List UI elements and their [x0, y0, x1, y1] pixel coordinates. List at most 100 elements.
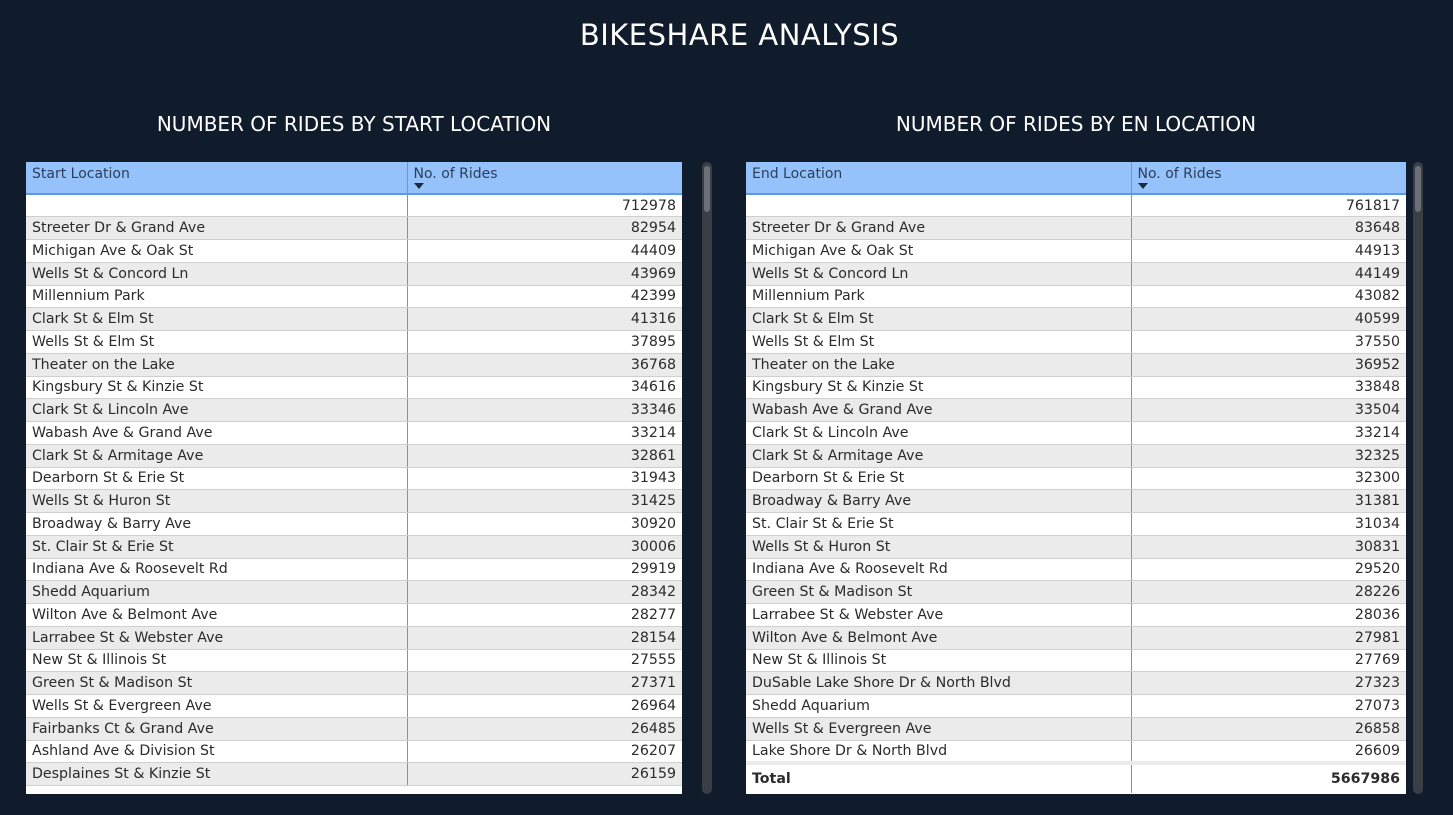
sort-descending-icon[interactable] — [1137, 183, 1148, 189]
table-row[interactable]: Michigan Ave & Oak St 44913 — [746, 239, 1406, 263]
table-row[interactable]: Dearborn St & Erie St 32300 — [746, 467, 1406, 491]
rides-cell: 28154 — [407, 626, 682, 650]
total-label: Total — [746, 760, 1132, 793]
table-row[interactable]: Theater on the Lake 36768 — [26, 353, 682, 377]
end-location-table-title: NUMBER OF RIDES BY EN LOCATION — [895, 112, 1257, 136]
table-row[interactable]: Theater on the Lake 36952 — [746, 353, 1406, 377]
table-row[interactable]: Lake Shore Dr & North Blvd 26609 — [746, 740, 1406, 764]
table-row[interactable]: Wabash Ave & Grand Ave 33214 — [26, 421, 682, 445]
end-location-table[interactable]: End Location No. of Rides 761817 Streeter… — [746, 162, 1406, 794]
table-row[interactable]: Wells St & Evergreen Ave 26858 — [746, 717, 1406, 741]
table-row[interactable]: Fairbanks Ct & Grand Ave 26485 — [26, 717, 682, 741]
table-row[interactable]: Dearborn St & Erie St 31943 — [26, 467, 682, 491]
table-row[interactable]: Streeter Dr & Grand Ave 83648 — [746, 216, 1406, 240]
table-row[interactable]: Millennium Park 42399 — [26, 285, 682, 309]
end-location-column-header[interactable]: End Location — [746, 162, 1132, 195]
start-location-column-header[interactable]: Start Location — [26, 162, 408, 195]
rides-cell: 27371 — [407, 671, 682, 695]
table-row[interactable]: Wells St & Concord Ln 43969 — [26, 262, 682, 286]
table-row[interactable]: Clark St & Elm St 40599 — [746, 307, 1406, 331]
table-row[interactable]: Clark St & Lincoln Ave 33346 — [26, 398, 682, 422]
table-row[interactable]: St. Clair St & Erie St 31034 — [746, 512, 1406, 536]
table-row[interactable]: Larrabee St & Webster Ave 28154 — [26, 626, 682, 650]
table-row[interactable]: Wilton Ave & Belmont Ave 27981 — [746, 626, 1406, 650]
end-table-scrollbar[interactable] — [1413, 162, 1423, 794]
start-table-scrollbar[interactable] — [702, 162, 712, 794]
table-row[interactable]: Wilton Ave & Belmont Ave 28277 — [26, 603, 682, 627]
location-cell: Clark St & Armitage Ave — [26, 444, 408, 468]
table-row[interactable]: Broadway & Barry Ave 30920 — [26, 512, 682, 536]
end-rides-column-header[interactable]: No. of Rides — [1131, 162, 1406, 195]
table-row[interactable]: Millennium Park 43082 — [746, 285, 1406, 309]
table-row[interactable]: Desplaines St & Kinzie St 26159 — [26, 762, 682, 786]
table-row[interactable]: St. Clair St & Erie St 30006 — [26, 535, 682, 559]
scroll-thumb[interactable] — [704, 166, 710, 212]
table-row[interactable]: Wells St & Concord Ln 44149 — [746, 262, 1406, 286]
table-row[interactable]: Green St & Madison St 27371 — [26, 671, 682, 695]
location-cell: Ashland Ave & Division St — [26, 740, 408, 764]
table-row[interactable]: Wabash Ave & Grand Ave 33504 — [746, 398, 1406, 422]
table-row[interactable]: Michigan Ave & Oak St 44409 — [26, 239, 682, 263]
start-location-table[interactable]: Start Location No. of Rides 712978 Street… — [26, 162, 682, 794]
location-cell: Wells St & Elm St — [746, 330, 1132, 354]
rides-cell: 36952 — [1131, 353, 1406, 377]
table-row[interactable]: Clark St & Elm St 41316 — [26, 307, 682, 331]
location-cell: Michigan Ave & Oak St — [746, 239, 1132, 263]
start-rides-column-header[interactable]: No. of Rides — [407, 162, 682, 195]
rides-cell: 30920 — [407, 512, 682, 536]
rides-cell: 761817 — [1131, 194, 1406, 218]
table-row[interactable]: Indiana Ave & Roosevelt Rd 29919 — [26, 558, 682, 582]
location-cell: Dearborn St & Erie St — [746, 467, 1132, 491]
table-row[interactable]: Green St & Madison St 28226 — [746, 580, 1406, 604]
column-header-label: No. of Rides — [1137, 166, 1222, 182]
rides-cell: 26485 — [407, 717, 682, 741]
rides-cell: 32300 — [1131, 467, 1406, 491]
rides-cell: 28342 — [407, 580, 682, 604]
table-row[interactable]: Indiana Ave & Roosevelt Rd 29520 — [746, 558, 1406, 582]
location-cell: Streeter Dr & Grand Ave — [26, 216, 408, 240]
table-row[interactable]: Wells St & Huron St 31425 — [26, 489, 682, 513]
location-cell: Michigan Ave & Oak St — [26, 239, 408, 263]
location-cell: Broadway & Barry Ave — [746, 489, 1132, 513]
location-cell: Larrabee St & Webster Ave — [746, 603, 1132, 627]
table-row[interactable]: Wells St & Elm St 37895 — [26, 330, 682, 354]
table-row[interactable]: Kingsbury St & Kinzie St 33848 — [746, 376, 1406, 400]
table-row[interactable]: Clark St & Armitage Ave 32861 — [26, 444, 682, 468]
table-row[interactable]: 712978 — [26, 194, 682, 218]
table-row[interactable]: Wells St & Huron St 30831 — [746, 535, 1406, 559]
table-row[interactable]: Broadway & Barry Ave 31381 — [746, 489, 1406, 513]
column-header-label: End Location — [752, 166, 843, 182]
scroll-thumb[interactable] — [1415, 166, 1421, 212]
table-row[interactable]: New St & Illinois St 27769 — [746, 649, 1406, 673]
location-cell: Kingsbury St & Kinzie St — [26, 376, 408, 400]
location-cell: Millennium Park — [746, 285, 1132, 309]
table-row[interactable]: Clark St & Lincoln Ave 33214 — [746, 421, 1406, 445]
table-row[interactable]: Wells St & Evergreen Ave 26964 — [26, 694, 682, 718]
table-row[interactable]: Streeter Dr & Grand Ave 82954 — [26, 216, 682, 240]
location-cell: Wells St & Evergreen Ave — [26, 694, 408, 718]
rides-cell: 26858 — [1131, 717, 1406, 741]
rides-cell: 82954 — [407, 216, 682, 240]
table-row[interactable]: 761817 — [746, 194, 1406, 218]
location-cell: Shedd Aquarium — [26, 580, 408, 604]
table-row[interactable]: Clark St & Armitage Ave 32325 — [746, 444, 1406, 468]
table-row[interactable]: Kingsbury St & Kinzie St 34616 — [26, 376, 682, 400]
table-row[interactable]: Wells St & Elm St 37550 — [746, 330, 1406, 354]
table-row[interactable]: DuSable Lake Shore Dr & North Blvd 27323 — [746, 671, 1406, 695]
table-row[interactable]: Shedd Aquarium 27073 — [746, 694, 1406, 718]
table-row[interactable]: Larrabee St & Webster Ave 28036 — [746, 603, 1406, 627]
sort-descending-icon[interactable] — [413, 183, 424, 189]
table-row[interactable]: Ashland Ave & Division St 26207 — [26, 740, 682, 764]
location-cell: Wells St & Huron St — [26, 489, 408, 513]
location-cell: Broadway & Barry Ave — [26, 512, 408, 536]
rides-cell: 26609 — [1131, 740, 1406, 764]
rides-cell: 43969 — [407, 262, 682, 286]
table-row[interactable]: New St & Illinois St 27555 — [26, 649, 682, 673]
total-row: Total 5667986 — [746, 760, 1406, 793]
rides-cell: 32861 — [407, 444, 682, 468]
table-row[interactable]: Shedd Aquarium 28342 — [26, 580, 682, 604]
rides-cell: 27769 — [1131, 649, 1406, 673]
rides-cell: 44913 — [1131, 239, 1406, 263]
rides-cell: 41316 — [407, 307, 682, 331]
rides-cell: 42399 — [407, 285, 682, 309]
